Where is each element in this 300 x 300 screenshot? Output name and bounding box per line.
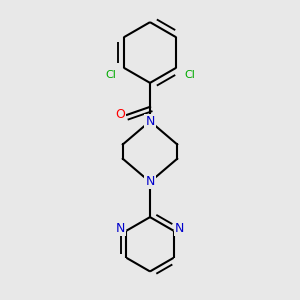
Text: O: O (115, 108, 125, 121)
Text: Cl: Cl (184, 70, 195, 80)
Text: N: N (145, 115, 155, 128)
Text: N: N (175, 222, 184, 235)
Text: N: N (116, 222, 125, 235)
Text: Cl: Cl (105, 70, 116, 80)
Text: N: N (145, 176, 155, 188)
